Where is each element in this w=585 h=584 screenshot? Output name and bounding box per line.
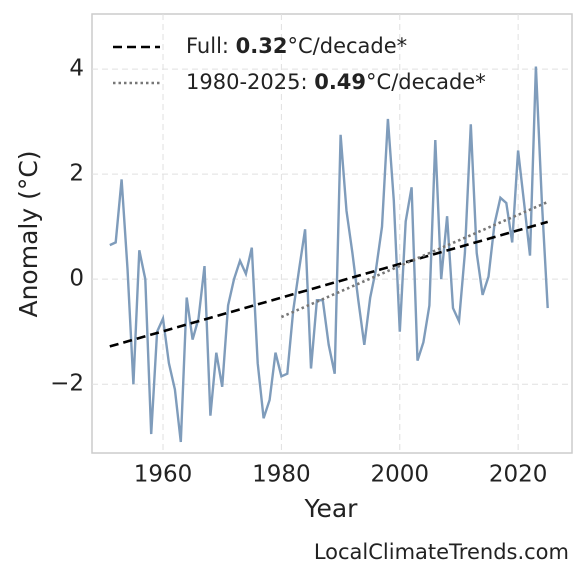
legend-unit: °C/decade* — [288, 34, 408, 58]
y-axis-label: Anomaly (°C) — [14, 150, 43, 317]
x-tick-label: 2000 — [370, 462, 429, 488]
plot-frame — [91, 13, 573, 454]
legend-unit: °C/decade* — [366, 70, 486, 94]
legend-label: 1980-2025: 0.49°C/decade* — [186, 70, 486, 94]
x-tick-label: 1980 — [252, 462, 311, 488]
y-tick-label: 0 — [69, 266, 84, 292]
legend-label: Full: 0.32°C/decade* — [186, 34, 407, 58]
legend-slope: 0.32 — [236, 34, 288, 58]
footer: LocalClimateTrends.com — [314, 540, 569, 564]
x-tick-label: 2020 — [489, 462, 548, 488]
x-axis-label: Year — [304, 494, 359, 523]
y-tick-label: 4 — [69, 56, 84, 82]
grid — [92, 14, 572, 453]
y-tick-label: −2 — [50, 371, 84, 397]
trend-line — [280, 200, 549, 319]
legend-name: Full: — [186, 34, 236, 58]
legend-name: 1980-2025: — [186, 70, 314, 94]
legend-slope: 0.49 — [314, 70, 366, 94]
trend-line — [109, 220, 549, 348]
y-tick-label: 2 — [69, 161, 84, 187]
x-tick-label: 1960 — [134, 462, 193, 488]
data-line — [109, 66, 549, 443]
